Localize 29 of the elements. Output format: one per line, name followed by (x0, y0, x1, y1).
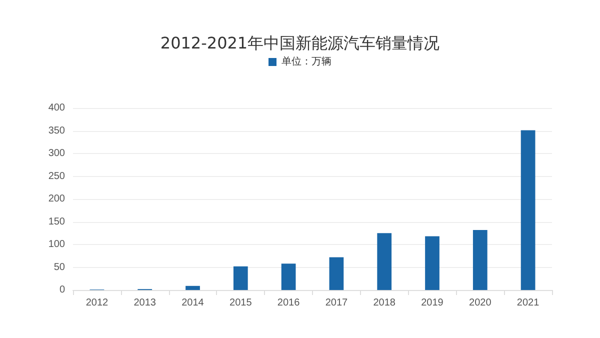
y-tick-label: 50 (54, 262, 66, 273)
y-tick-label: 200 (48, 194, 66, 204)
legend-label: 单位：万辆 (282, 56, 332, 68)
bar (520, 130, 536, 290)
y-tick-label: 350 (48, 125, 66, 136)
x-tick-label: 2018 (373, 298, 396, 308)
x-tick-label: 2015 (230, 298, 252, 308)
y-tick-label: 100 (48, 239, 66, 250)
x-tick-label: 2017 (325, 298, 348, 308)
y-tick-label: 0 (59, 284, 66, 296)
x-tick-label: 2020 (469, 298, 492, 308)
x-tick-label: 2014 (182, 298, 204, 308)
y-tick-label: 300 (48, 148, 66, 159)
bar (233, 266, 248, 290)
x-tick-label: 2016 (277, 298, 300, 308)
y-tick-label: 400 (48, 102, 66, 114)
x-tick-label: 2021 (516, 298, 540, 308)
bar (186, 286, 200, 290)
y-tick-label: 250 (48, 170, 66, 182)
bar (329, 257, 344, 290)
y-tick-label: 150 (48, 216, 66, 228)
chart-title: 2012-2021年中国新能源汽车销量情况 (160, 34, 440, 52)
bar (281, 264, 296, 290)
bar (472, 230, 488, 290)
x-tick-label: 2012 (86, 298, 109, 308)
x-tick-label: 2019 (421, 298, 444, 308)
bar (425, 236, 440, 290)
x-tick-label: 2013 (134, 298, 156, 308)
bar (377, 233, 392, 290)
